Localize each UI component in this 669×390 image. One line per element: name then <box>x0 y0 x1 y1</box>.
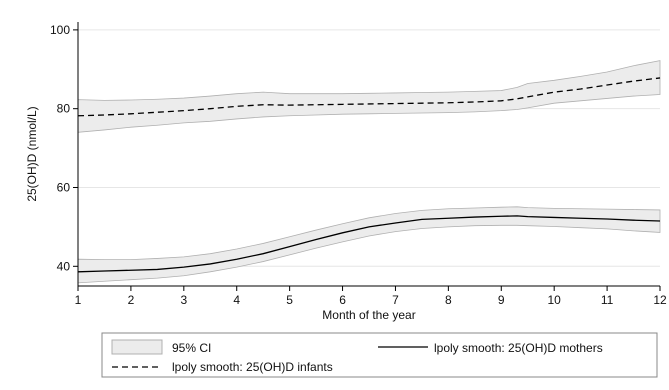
y-axis-title: 25(OH)D (nmol/L) <box>25 106 39 201</box>
x-tick-label-11: 11 <box>601 293 614 307</box>
legend-ci-swatch <box>112 340 162 354</box>
x-tick-label-5: 5 <box>286 293 293 307</box>
x-tick-label-7: 7 <box>392 293 399 307</box>
x-tick-label-4: 4 <box>233 293 240 307</box>
x-tick-label-1: 1 <box>75 293 82 307</box>
x-tick-label-12: 12 <box>653 293 667 307</box>
x-tick-label-9: 9 <box>498 293 505 307</box>
x-tick-label-2: 2 <box>128 293 135 307</box>
y-tick-label-60: 60 <box>57 180 71 194</box>
x-tick-label-6: 6 <box>339 293 346 307</box>
y-tick-label-100: 100 <box>50 23 70 37</box>
legend-infants-label: lpoly smooth: 25(OH)D infants <box>172 360 333 374</box>
y-tick-label-40: 40 <box>57 259 71 273</box>
legend-mothers-label: lpoly smooth: 25(OH)D mothers <box>434 341 603 355</box>
x-tick-label-3: 3 <box>180 293 187 307</box>
x-tick-label-10: 10 <box>548 293 562 307</box>
x-axis-title: Month of the year <box>322 308 415 322</box>
x-tick-label-8: 8 <box>445 293 452 307</box>
legend: 95% CI lpoly smooth: 25(OH)D mothers lpo… <box>102 333 657 377</box>
y-tick-label-80: 80 <box>57 102 71 116</box>
legend-ci-label: 95% CI <box>172 341 211 355</box>
